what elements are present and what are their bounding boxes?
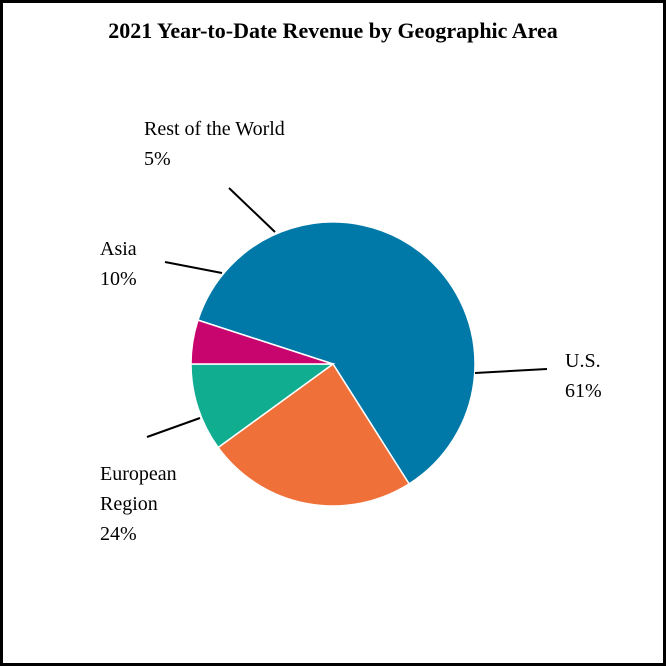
- slice-label: U.S.: [565, 350, 601, 372]
- slice-label: Asia: [100, 238, 137, 260]
- slice-label: European: [100, 463, 177, 485]
- pie-slice-rest-of-the-world: [190, 319, 334, 365]
- leader-line: [164, 261, 223, 274]
- slice-label: Region: [100, 493, 158, 515]
- slice-label: Rest of the World: [144, 118, 285, 140]
- pie-slice-u-s: [197, 221, 476, 485]
- leader-line: [146, 417, 201, 438]
- pie-slice-european-region: [217, 362, 411, 507]
- leader-line: [474, 368, 548, 374]
- leader-line: [228, 187, 276, 233]
- slice-label: 24%: [100, 523, 137, 545]
- slice-label: 10%: [100, 268, 137, 290]
- chart-title: 2021 Year-to-Date Revenue by Geographic …: [108, 18, 558, 43]
- pie-slice-asia: [190, 363, 336, 449]
- slice-label: 61%: [565, 380, 602, 402]
- slice-label: 5%: [144, 148, 171, 170]
